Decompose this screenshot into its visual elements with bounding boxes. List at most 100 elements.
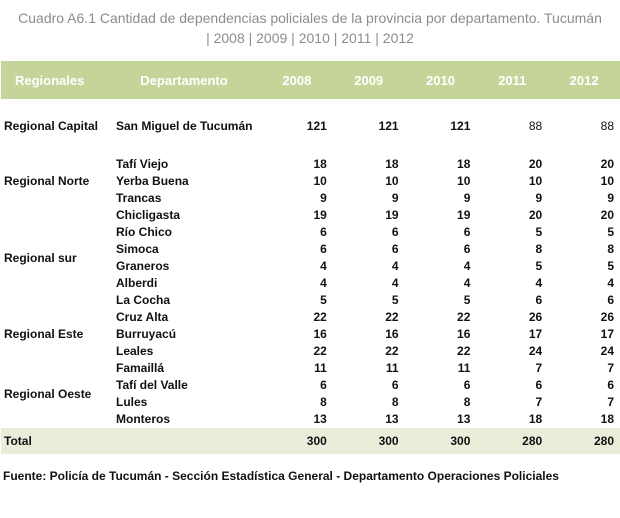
value-cell: 22 — [385, 310, 399, 324]
table-row: Regional Norte Tafí Viejo 18 18 18 20 20 — [1, 156, 620, 188]
header-year-2008: 2008 — [282, 72, 312, 88]
value-cell: 10 — [385, 174, 399, 188]
value-cell: 17 — [600, 327, 614, 341]
value-cell: 6 — [607, 378, 614, 392]
value-cell: 8 — [320, 395, 327, 409]
table-row: Regional sur Chicligasta 19 19 19 20 20 — [1, 207, 620, 265]
value-cell: 19 — [457, 208, 471, 222]
value-cell: 9 — [320, 191, 327, 205]
value-cell: 18 — [600, 412, 614, 426]
value-cell: 9 — [607, 191, 614, 205]
value-cell: 6 — [463, 378, 471, 392]
value-cell: 13 — [313, 412, 327, 426]
dept-cell: Alberdi — [116, 276, 158, 290]
value-cell: 22 — [385, 344, 399, 358]
value-cell: 16 — [457, 327, 471, 341]
header-year-2010: 2010 — [426, 72, 455, 88]
value-cell: 6 — [391, 225, 399, 239]
value-cell: 11 — [457, 361, 471, 375]
value-cell: 5 — [535, 225, 543, 239]
value-cell: 18 — [528, 412, 543, 426]
dept-cell: Leales — [116, 344, 154, 358]
value-cell: 121 — [450, 119, 471, 133]
value-cell: 10 — [457, 174, 471, 188]
value-cell: 7 — [535, 361, 543, 375]
total-value: 300 — [450, 434, 471, 448]
dept-cell: Yerba Buena — [116, 174, 189, 188]
total-row: Total 300 300 300 280 280 — [1, 428, 620, 454]
value-cell: 17 — [528, 327, 543, 341]
value-cell: 20 — [528, 157, 543, 171]
value-cell: 6 — [535, 293, 543, 307]
dept-cell: Simoca — [116, 242, 159, 256]
table-row: Regional Oeste Famaillá 11 11 11 7 7 — [1, 360, 620, 401]
value-cell: 4 — [535, 276, 543, 290]
value-cell: 18 — [385, 157, 399, 171]
value-cell: 18 — [313, 157, 327, 171]
dept-cell: Cruz Alta — [116, 310, 169, 324]
value-cell: 8 — [607, 242, 614, 256]
value-cell: 24 — [600, 344, 614, 358]
dept-cell: Burruyacú — [116, 327, 177, 341]
table-row: Simoca 6 6 6 8 8 — [1, 241, 620, 258]
region-label-norte: Regional Norte — [4, 174, 90, 188]
value-cell: 4 — [391, 276, 399, 290]
value-cell: 6 — [391, 378, 399, 392]
value-cell: 22 — [313, 344, 327, 358]
dept-cell: Monteros — [116, 412, 170, 426]
value-cell: 6 — [463, 225, 471, 239]
total-value: 300 — [306, 434, 327, 448]
header-year-2012: 2012 — [569, 72, 599, 88]
value-cell: 9 — [463, 191, 471, 205]
value-cell: 16 — [313, 327, 327, 341]
value-cell: 6 — [391, 242, 399, 256]
header-year-2011: 2011 — [498, 72, 527, 88]
table-row: Lules 8 8 8 7 7 — [1, 394, 620, 411]
value-cell: 19 — [313, 208, 327, 222]
table-row: La Cocha 5 5 5 6 6 — [1, 292, 620, 309]
value-cell: 5 — [391, 293, 399, 307]
dept-cell: Tafí del Valle — [116, 378, 188, 392]
dept-cell: Lules — [116, 395, 148, 409]
value-cell: 11 — [385, 361, 399, 375]
dept-cell: Tafí Viejo — [116, 157, 169, 171]
table-row: Alberdi 4 4 4 4 4 — [1, 275, 620, 292]
value-cell: 6 — [320, 378, 327, 392]
value-cell: 88 — [528, 119, 543, 133]
table-title-line2: | 2008 | 2009 | 2010 | 2011 | 2012 — [206, 30, 414, 46]
value-cell: 6 — [607, 293, 614, 307]
region-label-capital: Regional Capital — [4, 119, 99, 133]
value-cell: 9 — [535, 191, 543, 205]
dept-cell: Chicligasta — [116, 208, 181, 222]
value-cell: 5 — [535, 259, 543, 273]
value-cell: 6 — [320, 242, 327, 256]
value-cell: 19 — [385, 208, 399, 222]
table-title: Cuadro A6.1 Cantidad de dependencias pol… — [0, 8, 620, 48]
dept-cell: San Miguel de Tucumán — [116, 119, 253, 133]
value-cell: 10 — [313, 174, 327, 188]
value-cell: 11 — [314, 361, 327, 375]
value-cell: 4 — [391, 259, 399, 273]
value-cell: 5 — [607, 225, 614, 239]
value-cell: 7 — [535, 395, 543, 409]
value-cell: 20 — [600, 208, 614, 222]
value-cell: 13 — [457, 412, 471, 426]
value-cell: 6 — [320, 225, 327, 239]
value-cell: 4 — [320, 276, 327, 290]
value-cell: 10 — [600, 174, 614, 188]
table-row: Regional Este Cruz Alta 22 22 22 26 26 — [1, 309, 620, 341]
total-value: 300 — [378, 434, 399, 448]
value-cell: 22 — [457, 344, 471, 358]
value-cell: 8 — [535, 242, 543, 256]
value-cell: 20 — [528, 208, 543, 222]
value-cell: 8 — [391, 395, 399, 409]
table-row: Río Chico 6 6 6 5 5 — [1, 224, 620, 241]
value-cell: 5 — [607, 259, 614, 273]
table-row: Tafí del Valle 6 6 6 6 6 — [1, 377, 620, 394]
value-cell: 5 — [463, 293, 471, 307]
header-departamento: Departamento — [140, 72, 228, 88]
table-row: Graneros 4 4 4 5 5 — [1, 258, 620, 275]
region-label-oeste: Regional Oeste — [4, 386, 92, 401]
dept-cell: Río Chico — [116, 225, 172, 239]
value-cell: 121 — [378, 119, 399, 133]
